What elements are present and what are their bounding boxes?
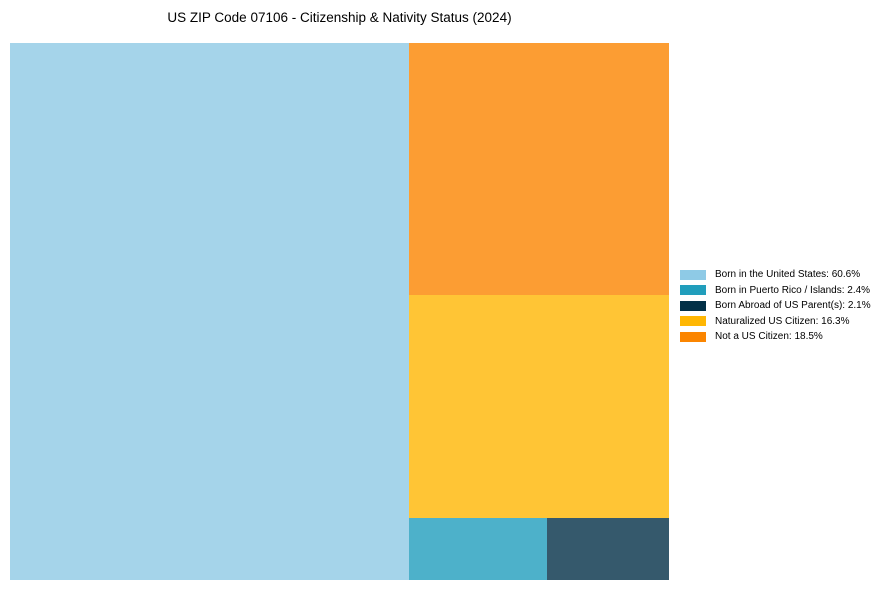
legend-label: Born Abroad of US Parent(s): 2.1%	[715, 300, 871, 312]
chart-title: US ZIP Code 07106 - Citizenship & Nativi…	[167, 10, 512, 25]
tile-born-abroad-us-parents	[547, 518, 669, 580]
legend-item: Born in the United States: 60.6%	[680, 267, 871, 283]
legend-item: Not a US Citizen: 18.5%	[680, 329, 871, 345]
legend-item: Naturalized US Citizen: 16.3%	[680, 314, 871, 330]
legend-item: Born Abroad of US Parent(s): 2.1%	[680, 298, 871, 314]
legend-label: Naturalized US Citizen: 16.3%	[715, 315, 850, 327]
tile-naturalized-citizen	[409, 295, 669, 518]
legend: Born in the United States: 60.6% Born in…	[680, 267, 871, 345]
legend-swatch-icon	[680, 316, 706, 327]
tile-born-puerto-rico	[409, 518, 547, 580]
legend-label: Not a US Citizen: 18.5%	[715, 331, 823, 343]
legend-swatch-icon	[680, 331, 706, 342]
legend-swatch-icon	[680, 300, 706, 311]
legend-swatch-icon	[680, 285, 706, 296]
legend-label: Born in Puerto Rico / Islands: 2.4%	[715, 284, 871, 296]
legend-label: Born in the United States: 60.6%	[715, 269, 861, 281]
tile-born-in-us	[10, 43, 409, 580]
legend-swatch-icon	[680, 269, 706, 280]
tile-not-us-citizen	[409, 43, 669, 295]
legend-item: Born in Puerto Rico / Islands: 2.4%	[680, 283, 871, 299]
